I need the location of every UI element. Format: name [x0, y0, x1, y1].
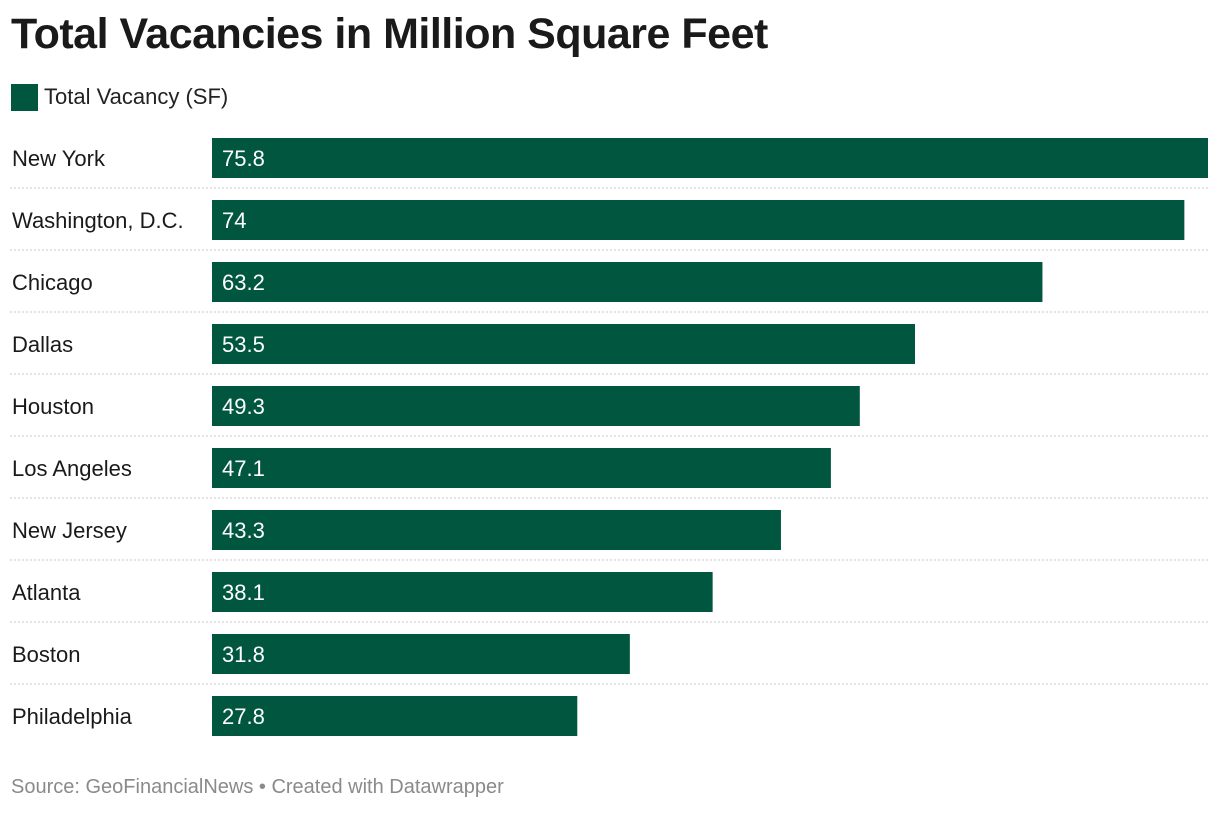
bar — [212, 324, 915, 364]
legend-swatch — [11, 83, 38, 111]
bar — [212, 138, 1208, 178]
bar-value-label: 38.1 — [222, 580, 265, 605]
bar-value-label: 43.3 — [222, 518, 265, 543]
bar — [212, 200, 1185, 240]
bar-value-label: 75.8 — [222, 146, 265, 171]
bar-value-label: 49.3 — [222, 394, 265, 419]
bar-chart: New York 75.8 Washington, D.C. 74 Chicago 63.… — [10, 138, 1208, 736]
category-label: New Jersey — [12, 518, 127, 543]
source-footer: Source: GeoFinancialNews • Created with … — [11, 776, 504, 798]
chart-title: Total Vacancies in Million Square Feet — [11, 10, 768, 58]
bar — [212, 572, 713, 612]
category-label: Atlanta — [12, 580, 81, 605]
bar — [212, 448, 831, 488]
category-label: Los Angeles — [12, 456, 132, 481]
category-label: Chicago — [12, 270, 93, 295]
bar-value-label: 47.1 — [222, 456, 265, 481]
bar — [212, 262, 1043, 302]
category-label: Dallas — [12, 332, 73, 357]
category-label: Boston — [12, 642, 81, 667]
category-label: Philadelphia — [12, 704, 133, 729]
bar-value-label: 27.8 — [222, 704, 265, 729]
bar-value-label: 53.5 — [222, 332, 265, 357]
bar-value-label: 31.8 — [222, 642, 265, 667]
bar-value-label: 74 — [222, 208, 246, 233]
bar-value-label: 63.2 — [222, 270, 265, 295]
category-label: New York — [12, 146, 106, 171]
category-label: Washington, D.C. — [12, 208, 184, 233]
bar — [212, 634, 630, 674]
bar — [212, 386, 860, 426]
bar — [212, 510, 781, 550]
bar — [212, 696, 578, 736]
category-label: Houston — [12, 394, 94, 419]
legend: Total Vacancy (SF) — [11, 83, 228, 111]
legend-label: Total Vacancy (SF) — [44, 84, 229, 109]
